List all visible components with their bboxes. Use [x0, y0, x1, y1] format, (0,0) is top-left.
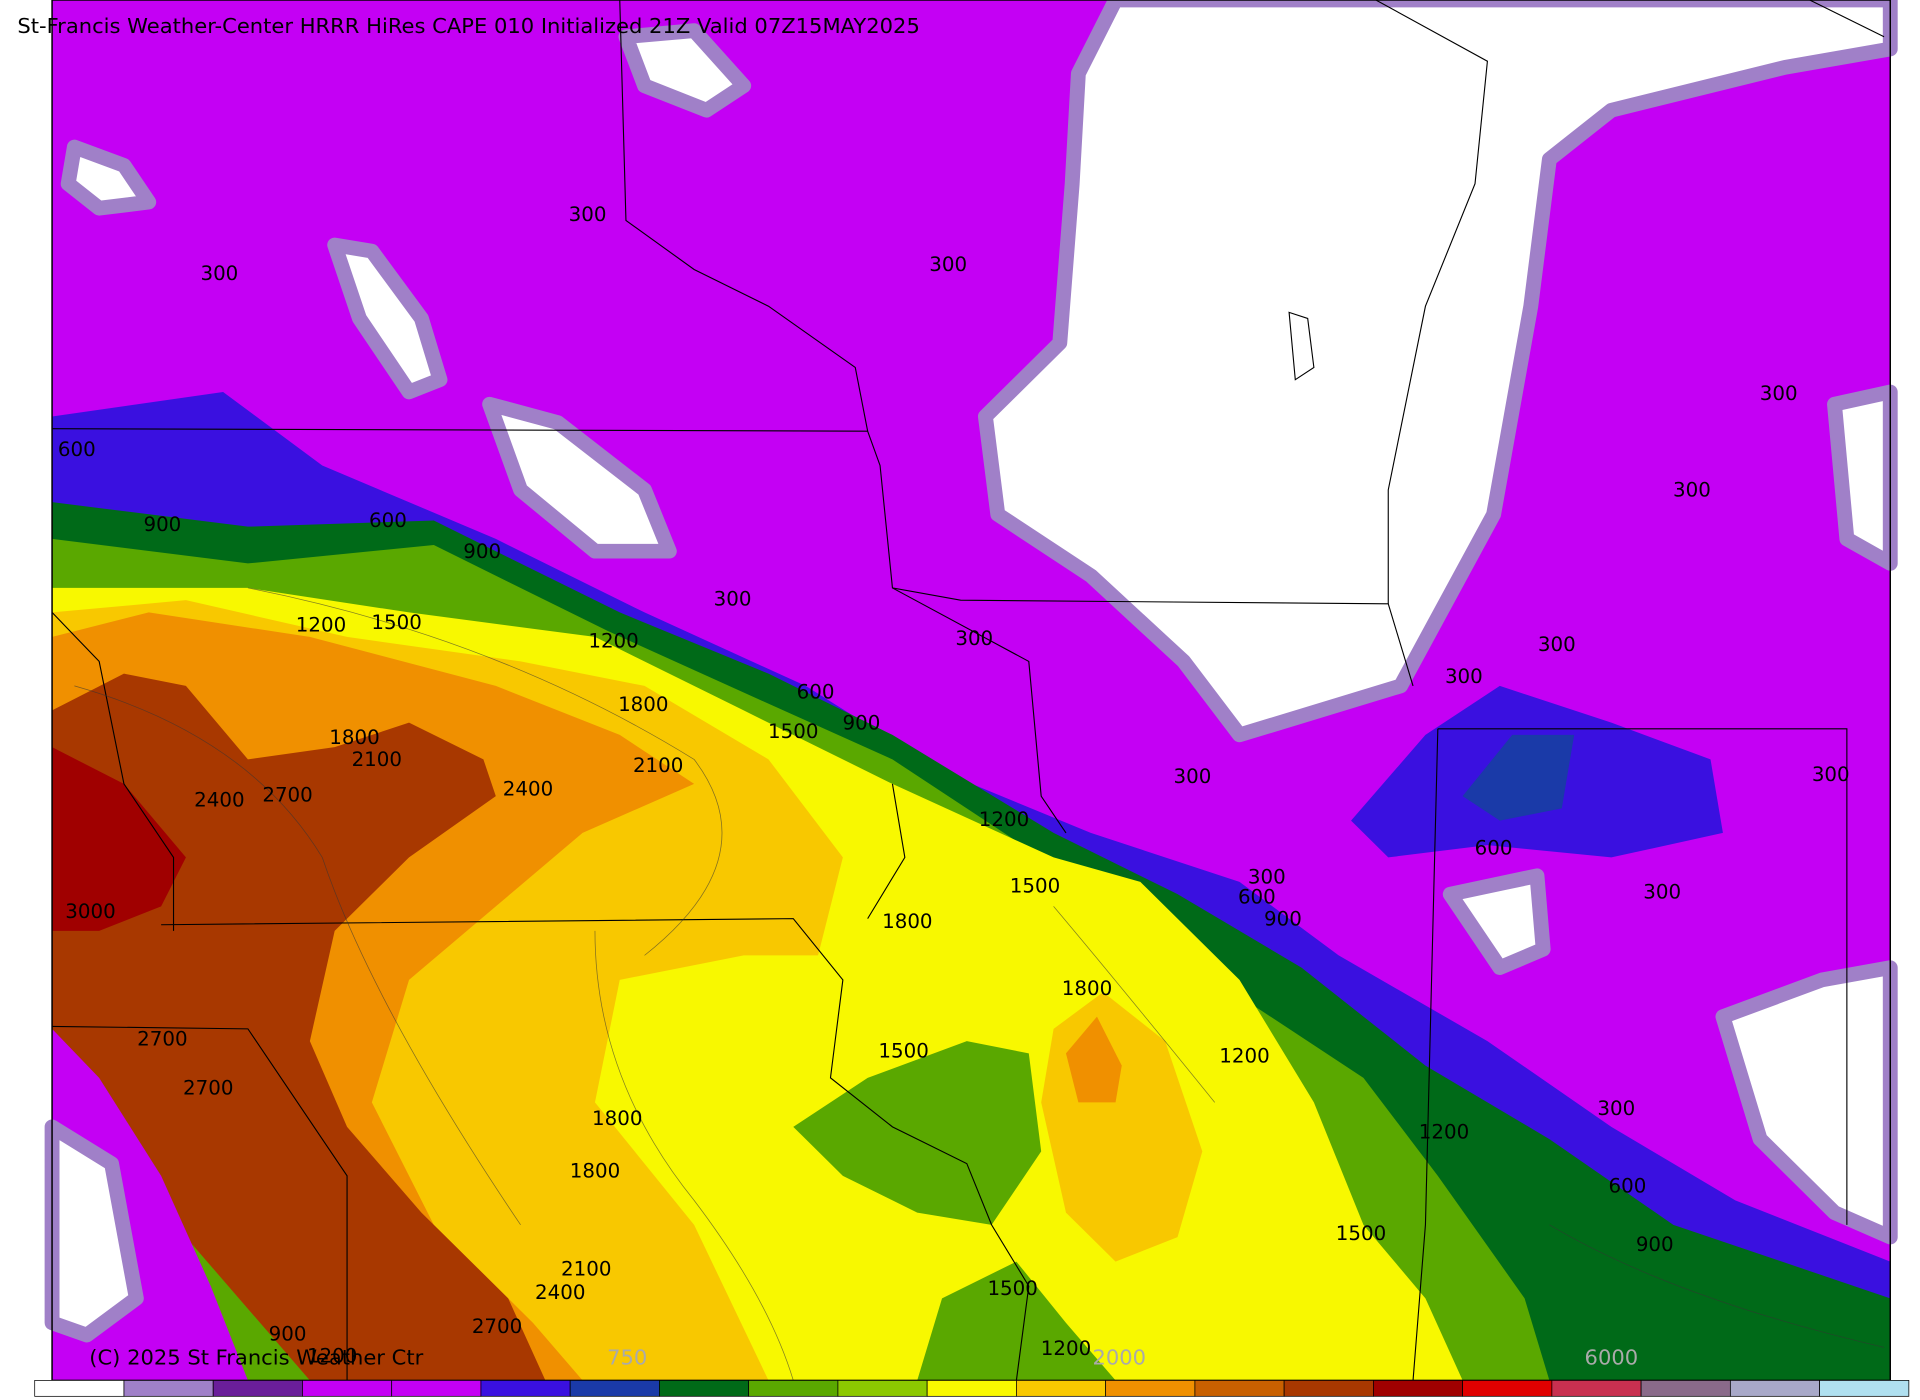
- contour-label: 600: [1609, 1174, 1647, 1197]
- contour-label: 900: [463, 540, 501, 563]
- colorbar-swatch: [926, 1380, 1017, 1397]
- colorbar-swatch: [1729, 1380, 1820, 1397]
- contour-label: 2700: [183, 1076, 233, 1099]
- title: St-Francis Weather-Center HRRR HiRes CAP…: [17, 14, 920, 38]
- contour-label: 2100: [633, 754, 683, 777]
- contour-label: 1200: [588, 629, 638, 652]
- contour-label: 600: [1238, 885, 1276, 908]
- contour-label: 600: [1475, 836, 1513, 859]
- contour-label: 1500: [371, 611, 421, 634]
- contour-label: 3000: [65, 900, 115, 923]
- contour-label: 1500: [1336, 1222, 1386, 1245]
- contour-label: 300: [1173, 765, 1211, 788]
- contour-label: 1500: [878, 1040, 928, 1063]
- contour-label: 1800: [882, 910, 932, 933]
- cape-fill: [52, 0, 1891, 1381]
- contour-label: 900: [1636, 1233, 1674, 1256]
- contour-label: 600: [369, 509, 407, 532]
- contour-label: 900: [143, 513, 181, 536]
- contour-label: 1800: [618, 693, 668, 716]
- colorbar-label: 2000: [1092, 1346, 1146, 1370]
- colorbar-swatch: [659, 1380, 750, 1397]
- colorbar-swatch: [1551, 1380, 1642, 1397]
- colorbar-label: 6000: [1585, 1346, 1639, 1370]
- contour-label: 1200: [1041, 1337, 1091, 1360]
- contour-label: 2100: [561, 1258, 611, 1281]
- colorbar-swatch: [837, 1380, 928, 1397]
- colorbar-label: 750: [607, 1346, 647, 1370]
- colorbar-swatch: [123, 1380, 214, 1397]
- no-cape: [44, 0, 1898, 1343]
- contour-label: 900: [843, 711, 881, 734]
- contour-label: 300: [1248, 866, 1286, 889]
- contour-label: 1800: [592, 1107, 642, 1130]
- boundaries: [51, 0, 1885, 1381]
- contour-label: 1500: [987, 1277, 1037, 1300]
- contour-label: 300: [1812, 763, 1850, 786]
- contour-labels: 300 300 300 300 300 300 300 300 300 300 300 300 300 3…: [58, 203, 1850, 1367]
- contour-label: 1800: [1062, 977, 1112, 1000]
- contour-label: 1200: [1419, 1121, 1469, 1144]
- contour-label: 900: [1264, 907, 1302, 930]
- colorbar-swatch: [480, 1380, 571, 1397]
- contour-label: 600: [797, 681, 835, 704]
- contour-label: 1800: [329, 726, 379, 749]
- contour-label: 300: [929, 253, 967, 276]
- contour-label: 2700: [262, 784, 312, 807]
- colorbar-swatch: [569, 1380, 660, 1397]
- contour-label: 1200: [307, 1345, 357, 1368]
- contour-label: 300: [1760, 382, 1798, 405]
- contour-label: 300: [1445, 665, 1483, 688]
- colorbar-swatch: [1194, 1380, 1285, 1397]
- contour-label: 600: [58, 438, 96, 461]
- contour-label: 300: [1673, 479, 1711, 502]
- colorbar-swatch: [1640, 1380, 1731, 1397]
- contour-label: 300: [200, 262, 238, 285]
- contour-label: 2700: [472, 1315, 522, 1338]
- contour-label: 1200: [979, 808, 1029, 831]
- contour-label: 2100: [352, 748, 402, 771]
- colorbar-swatch: [1016, 1380, 1107, 1397]
- colorbar-swatch: [1105, 1380, 1196, 1397]
- colorbar-swatch: [391, 1380, 482, 1397]
- colorbar-swatch: [34, 1380, 125, 1397]
- contour-label: 300: [955, 627, 993, 650]
- contour-label: 2400: [503, 778, 553, 801]
- colorbar-swatch: [748, 1380, 839, 1397]
- contour-label: 2400: [194, 789, 244, 812]
- copyright: (C) 2025 St Francis Weather Ctr: [89, 1346, 423, 1370]
- contour-label: 1200: [296, 613, 346, 636]
- colorbar-swatch: [1819, 1380, 1910, 1397]
- contour-label: 1800: [570, 1160, 620, 1183]
- colorbar-swatch: [212, 1380, 303, 1397]
- contour-label: 300: [1643, 880, 1681, 903]
- colorbar-swatch: [1283, 1380, 1374, 1397]
- contour-label: 1500: [768, 720, 818, 743]
- contour-label: 300: [569, 203, 607, 226]
- colorbar-swatch: [302, 1380, 393, 1397]
- contour-label: 300: [1597, 1097, 1635, 1120]
- contour-label: 2400: [535, 1281, 585, 1304]
- contour-label: 900: [269, 1323, 307, 1346]
- colorbar-swatch: [1462, 1380, 1553, 1397]
- contour-label: 1200: [1219, 1045, 1269, 1068]
- colorbar: 750 2000 6000: [34, 1346, 1910, 1397]
- contour-label: 1500: [1010, 874, 1060, 897]
- contour-label: 2700: [137, 1027, 187, 1050]
- contour-label: 300: [714, 588, 752, 611]
- colorbar-swatch: [1373, 1380, 1463, 1397]
- contour-label: 300: [1538, 633, 1576, 656]
